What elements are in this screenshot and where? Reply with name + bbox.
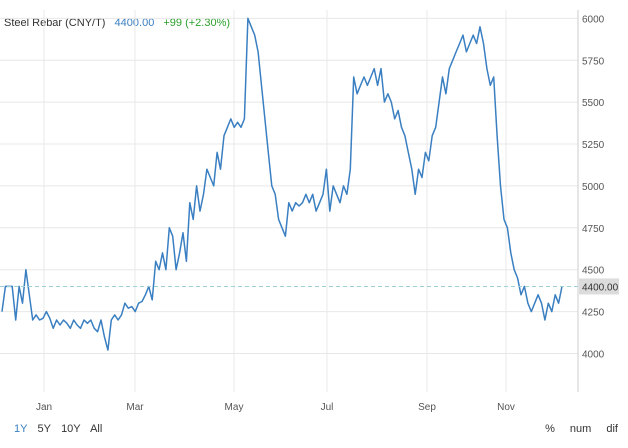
y-tick-label: 4750	[582, 224, 605, 235]
x-tick-label: May	[225, 402, 244, 413]
y-axis: 4000 4250 4500 4750 5000 5250 5500 5750 6000	[582, 14, 605, 360]
y-tick-label: 4250	[582, 308, 605, 319]
price-series-line	[1, 17, 563, 351]
range-button-10y[interactable]: 10Y	[61, 423, 81, 435]
current-price-marker: 4400.00	[0, 278, 619, 295]
x-tick-label: Nov	[497, 402, 515, 413]
current-price-label: 4400.00	[582, 282, 619, 293]
x-tick-label: Mar	[126, 402, 144, 413]
y-tick-label: 5000	[582, 182, 605, 193]
y-tick-label: 5750	[582, 56, 605, 67]
current-price: 4400.00	[114, 17, 155, 29]
y-tick-label: 6000	[582, 14, 605, 25]
percent-mode-button[interactable]: %	[545, 423, 555, 435]
current-price-box	[579, 278, 619, 295]
range-button-5y[interactable]: 5Y	[37, 423, 51, 435]
x-tick-label: Sep	[418, 402, 436, 413]
price-change: +99 (+2.30%)	[163, 17, 231, 29]
y-tick-label: 4000	[582, 349, 605, 360]
range-button-1y[interactable]: 1Y	[14, 423, 28, 435]
range-selector: 1Y 5Y 10Y All	[14, 423, 109, 435]
y-tick-label: 5500	[582, 98, 605, 109]
series-layer	[1, 17, 563, 351]
x-tick-label: Jul	[321, 402, 334, 413]
chart-grid	[0, 10, 579, 392]
range-button-all[interactable]: All	[90, 423, 103, 435]
x-tick-label: Jan	[36, 402, 52, 413]
chart-header: Steel Rebar (CNY/T) 4400.00 +99 (+2.30%)	[4, 17, 230, 29]
num-mode-button[interactable]: num	[569, 423, 592, 435]
x-axis: Jan Mar May Jul Sep Nov	[36, 402, 515, 413]
dif-mode-button[interactable]: dif	[606, 423, 618, 435]
chart-title: Steel Rebar (CNY/T)	[4, 17, 106, 29]
y-tick-label: 4500	[582, 266, 605, 277]
y-tick-label: 5250	[582, 140, 605, 151]
chart-mode-tools: % num dif	[533, 423, 618, 435]
